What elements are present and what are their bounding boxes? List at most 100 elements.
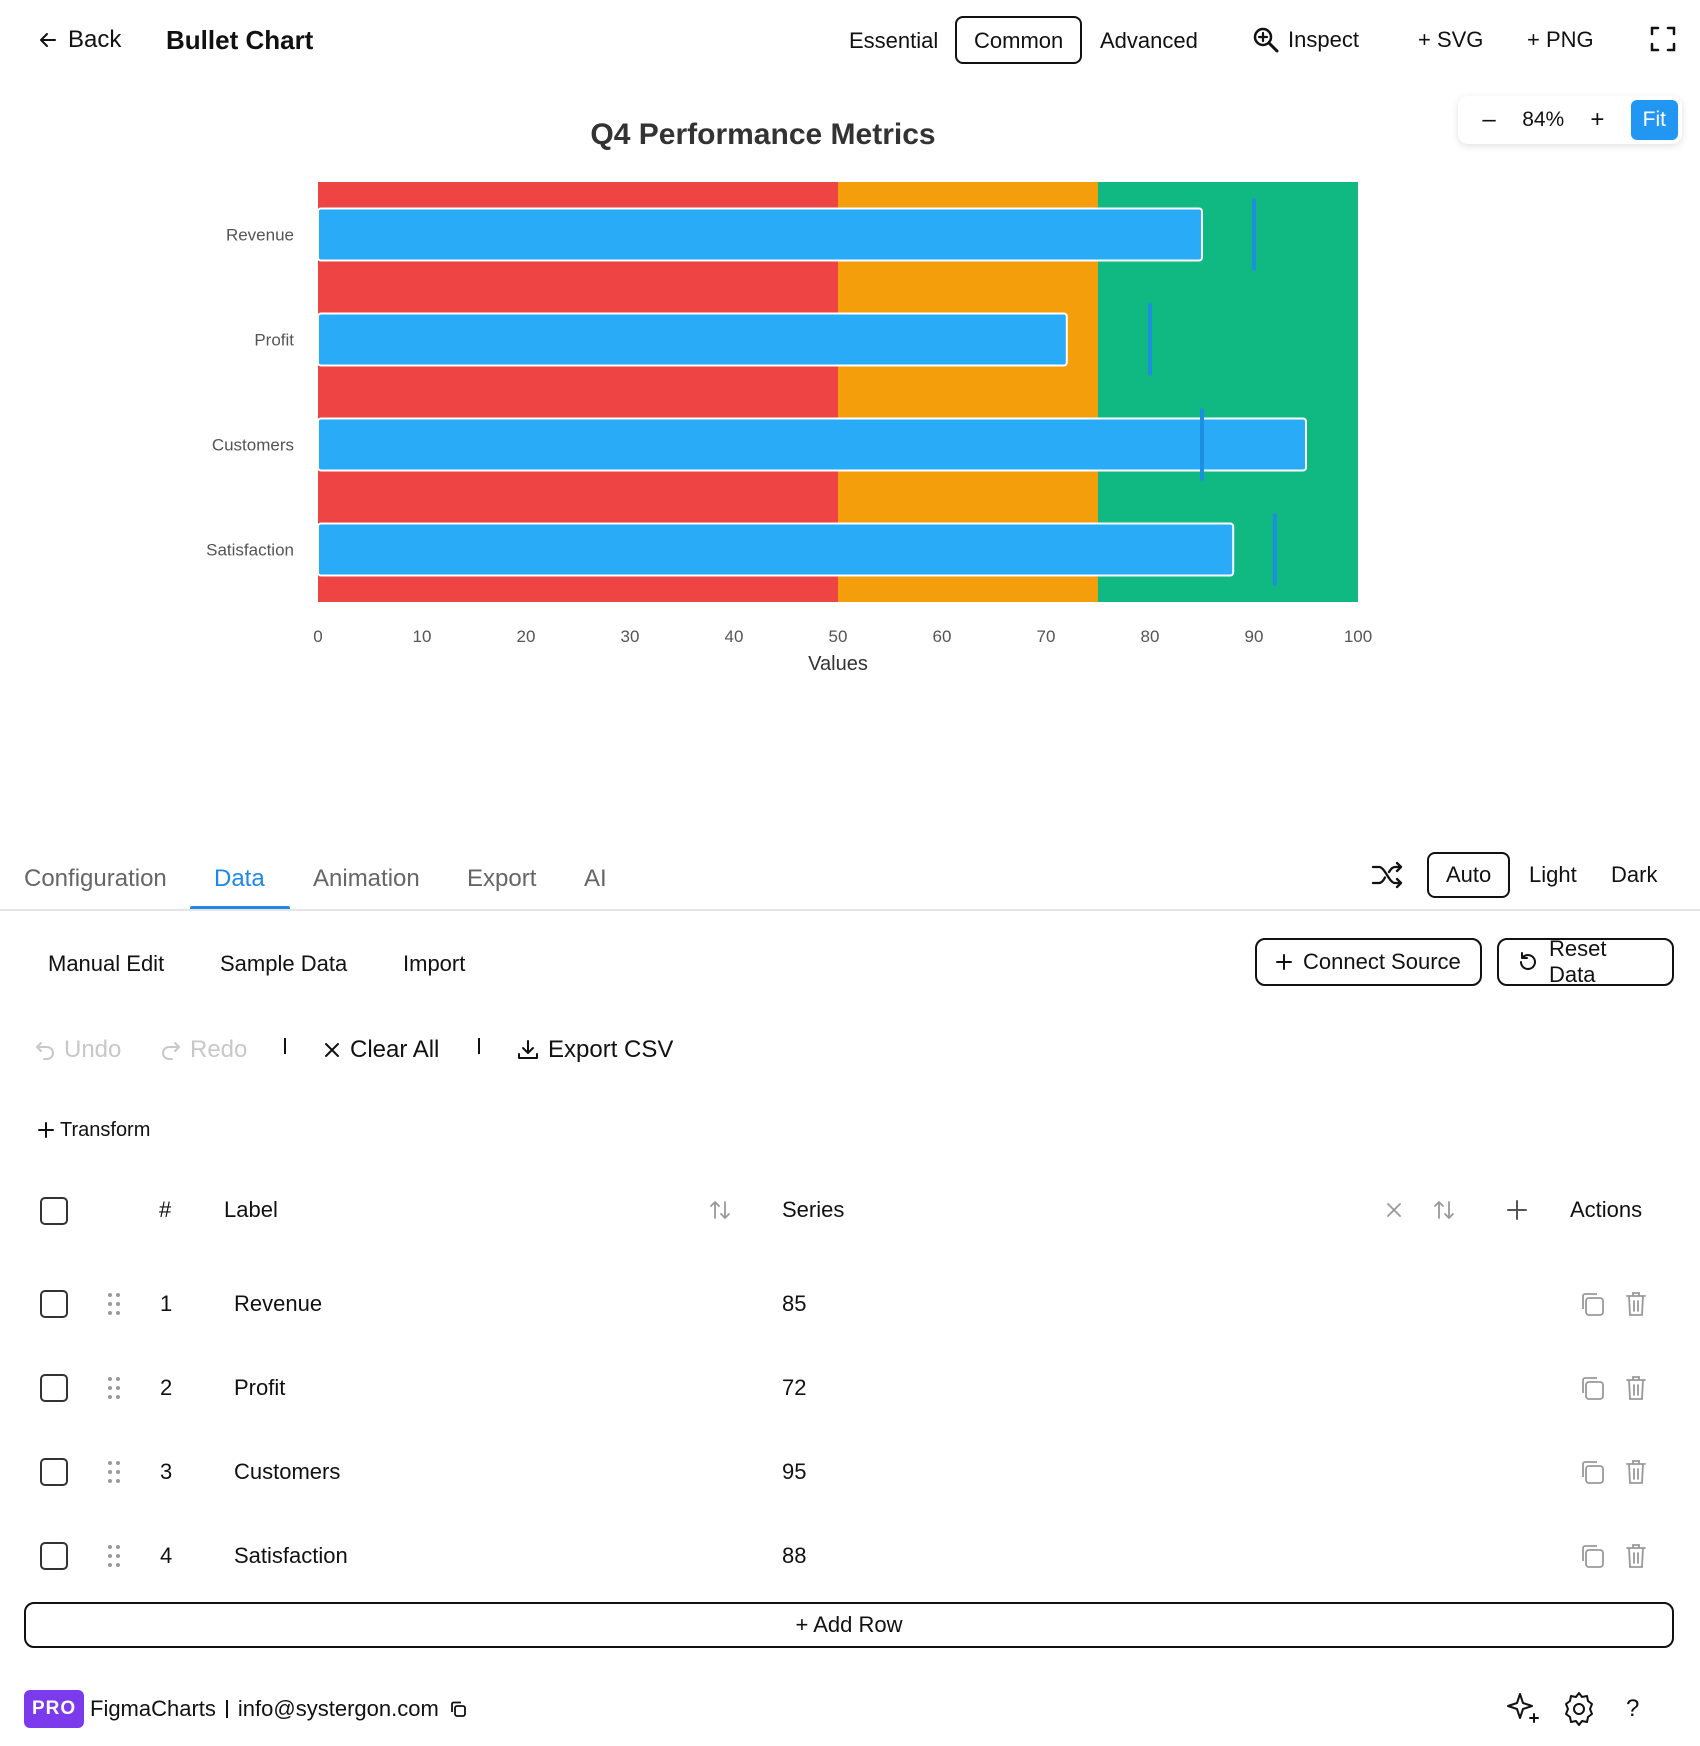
x-tick-label: 60 [933, 627, 952, 646]
shuffle-icon[interactable] [1370, 858, 1404, 892]
export-svg-button[interactable]: + SVG [1418, 27, 1484, 52]
category-label: Revenue [226, 226, 294, 245]
mode-advanced[interactable]: Advanced [1100, 28, 1198, 53]
row-value-cell[interactable]: 95 [782, 1459, 807, 1484]
clear-all-label: Clear All [350, 1036, 440, 1063]
theme-light[interactable]: Light [1529, 862, 1577, 887]
inspect-label: Inspect [1288, 27, 1359, 52]
row-label-cell[interactable]: Revenue [234, 1291, 323, 1316]
remove-series-icon[interactable] [1384, 1200, 1404, 1220]
row-checkbox[interactable] [40, 1374, 68, 1402]
app-name: FigmaCharts [90, 1696, 216, 1721]
close-icon [322, 1040, 342, 1060]
zoom-out-button[interactable]: – [1482, 106, 1496, 133]
drag-handle-icon[interactable] [106, 1458, 122, 1486]
sort-label-icon[interactable] [708, 1198, 732, 1222]
export-csv-button[interactable]: Export CSV [516, 1030, 673, 1070]
drag-handle-icon[interactable] [106, 1542, 122, 1570]
duplicate-icon[interactable] [1578, 1374, 1606, 1402]
category-label: Profit [254, 331, 294, 350]
x-tick-label: 70 [1037, 627, 1056, 646]
trash-icon[interactable] [1624, 1458, 1648, 1486]
fit-button[interactable]: Fit [1630, 100, 1678, 140]
mode-essential[interactable]: Essential [849, 28, 939, 53]
subtab-import[interactable]: Import [403, 951, 466, 976]
column-header-actions: Actions [1570, 1197, 1643, 1222]
bullet-chart: Q4 Performance Metrics Revenue Profit Custo… [150, 120, 1550, 760]
export-csv-label: Export CSV [548, 1036, 674, 1063]
tab-ai[interactable]: AI [584, 865, 607, 892]
reset-icon [1517, 951, 1539, 973]
drag-handle-icon[interactable] [106, 1374, 122, 1402]
row-value-cell[interactable]: 85 [782, 1291, 807, 1316]
duplicate-icon[interactable] [1578, 1542, 1606, 1570]
row-number: 1 [160, 1291, 173, 1316]
undo-button[interactable]: Undo [34, 1030, 121, 1070]
bar-satisfaction [317, 522, 1235, 577]
trash-icon[interactable] [1624, 1290, 1648, 1318]
bar-revenue [317, 207, 1203, 262]
row-checkbox[interactable] [40, 1542, 68, 1570]
row-label-cell[interactable]: Customers [234, 1459, 341, 1484]
trash-icon[interactable] [1624, 1542, 1648, 1570]
category-label: Customers [212, 436, 294, 455]
row-value-cell[interactable]: 72 [782, 1375, 807, 1400]
x-tick-label: 0 [313, 627, 322, 646]
add-series-icon[interactable] [1505, 1198, 1529, 1222]
connect-source-button[interactable]: Connect Source [1255, 938, 1482, 986]
back-button[interactable]: Back [38, 22, 121, 58]
subtab-sample-data[interactable]: Sample Data [220, 951, 348, 976]
theme-auto[interactable]: Auto [1427, 852, 1511, 898]
download-icon [516, 1038, 540, 1062]
trash-icon[interactable] [1624, 1374, 1648, 1402]
zoom-level: 84% [1522, 108, 1565, 131]
pro-badge: PRO [24, 1690, 85, 1728]
fullscreen-icon[interactable] [1650, 26, 1676, 52]
clear-all-button[interactable]: Clear All [322, 1030, 439, 1070]
help-button[interactable]: ? [1626, 1695, 1640, 1722]
copy-icon[interactable] [449, 1700, 467, 1718]
arrow-left-icon [38, 30, 58, 50]
undo-label: Undo [64, 1036, 122, 1063]
active-tab-indicator [190, 906, 290, 910]
table-row: 2 Profit 72 [0, 1354, 1700, 1438]
x-tick-label: 20 [517, 627, 536, 646]
row-checkbox[interactable] [40, 1290, 68, 1318]
select-all-checkbox[interactable] [40, 1197, 68, 1225]
row-checkbox[interactable] [40, 1458, 68, 1486]
tab-animation[interactable]: Animation [313, 865, 420, 892]
x-tick-label: 30 [621, 627, 640, 646]
sparkle-icon[interactable] [1504, 1690, 1542, 1728]
chart-title: Q4 Performance Metrics [590, 120, 935, 151]
reset-data-label: Reset Data [1549, 936, 1607, 987]
contact-email[interactable]: info@systergon.com [237, 1696, 439, 1721]
row-value-cell[interactable]: 88 [782, 1543, 807, 1568]
tab-configuration[interactable]: Configuration [24, 865, 167, 892]
gear-icon[interactable] [1560, 1690, 1598, 1728]
duplicate-icon[interactable] [1578, 1458, 1606, 1486]
theme-dark[interactable]: Dark [1611, 862, 1658, 887]
subtab-manual-edit[interactable]: Manual Edit [48, 951, 165, 976]
drag-handle-icon[interactable] [106, 1290, 122, 1318]
add-row-button[interactable]: + Add Row [24, 1602, 1674, 1648]
bar-profit [317, 312, 1068, 367]
toolbar-separator [478, 1038, 480, 1054]
export-png-button[interactable]: + PNG [1527, 27, 1594, 52]
redo-icon [160, 1039, 182, 1061]
page-title: Bullet Chart [166, 25, 314, 55]
x-tick-label: 40 [725, 627, 744, 646]
transform-button[interactable]: Transform [38, 1114, 150, 1146]
tab-export[interactable]: Export [467, 865, 537, 892]
row-label-cell[interactable]: Satisfaction [234, 1543, 348, 1568]
duplicate-icon[interactable] [1578, 1290, 1606, 1318]
inspect-button[interactable]: Inspect [1252, 20, 1359, 60]
row-label-cell[interactable]: Profit [234, 1375, 286, 1400]
mode-common[interactable]: Common [955, 16, 1083, 64]
tab-data[interactable]: Data [214, 865, 265, 892]
sort-series-icon[interactable] [1432, 1198, 1456, 1222]
reset-data-button[interactable]: Reset Data [1497, 936, 1674, 987]
x-tick-label: 100 [1344, 627, 1372, 646]
table-row: 3 Customers 95 [0, 1438, 1700, 1522]
redo-button[interactable]: Redo [160, 1030, 247, 1070]
zoom-in-button[interactable]: + [1590, 106, 1605, 133]
